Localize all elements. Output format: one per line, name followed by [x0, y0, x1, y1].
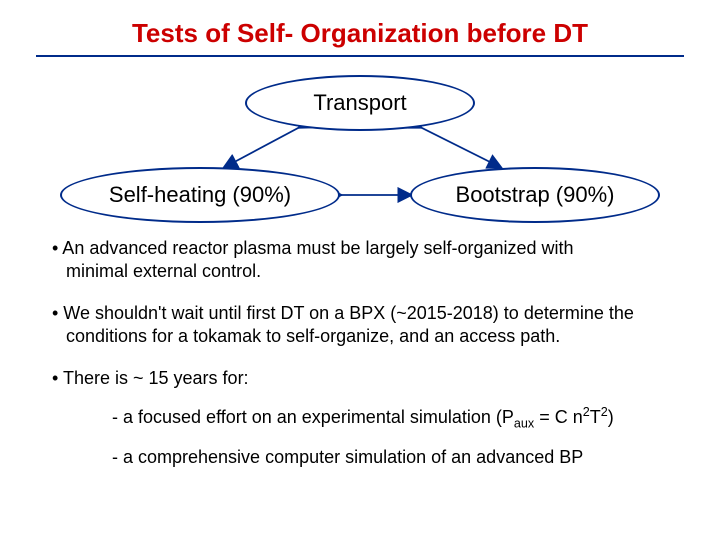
- node-transport: Transport: [245, 75, 475, 131]
- bullet-2: • We shouldn't wait until first DT on a …: [52, 302, 668, 349]
- b3s1-d: ): [608, 407, 614, 427]
- b3s1-a: - a focused effort on an experimental si…: [112, 407, 514, 427]
- node-bootstrap: Bootstrap (90%): [410, 167, 660, 223]
- b3s1-c: T: [590, 407, 601, 427]
- bullet-1: • An advanced reactor plasma must be lar…: [52, 237, 668, 284]
- bullet-3: • There is ~ 15 years for: - a focused e…: [52, 367, 668, 470]
- edge-transport-bootstrap: [420, 127, 500, 167]
- node-bootstrap-label: Bootstrap (90%): [456, 182, 615, 208]
- node-selfheat: Self-heating (90%): [60, 167, 340, 223]
- b3s1-sup2: 2: [601, 405, 608, 419]
- diagram-area: Transport Self-heating (90%) Bootstrap (…: [0, 57, 720, 237]
- b3s1-b: = C n: [534, 407, 583, 427]
- bullet-list: • An advanced reactor plasma must be lar…: [0, 237, 720, 469]
- b3s1-sub: aux: [514, 417, 534, 431]
- bullet-3-text: • There is ~ 15 years for:: [52, 368, 249, 388]
- node-transport-label: Transport: [313, 90, 406, 116]
- page-title: Tests of Self- Organization before DT: [0, 18, 720, 49]
- bullet-2-line2: conditions for a tokamak to self-organiz…: [66, 325, 560, 348]
- b3s1-sup1: 2: [583, 405, 590, 419]
- bullet-1-line1: • An advanced reactor plasma must be lar…: [52, 238, 574, 258]
- node-selfheat-label: Self-heating (90%): [109, 182, 291, 208]
- bullet-2-line1: • We shouldn't wait until first DT on a …: [52, 303, 634, 323]
- bullet-1-line2: minimal external control.: [66, 260, 261, 283]
- bullet-3-sub1: - a focused effort on an experimental si…: [112, 404, 668, 432]
- edge-transport-selfheat: [225, 127, 300, 167]
- bullet-3-sub2: - a comprehensive computer simulation of…: [112, 446, 668, 469]
